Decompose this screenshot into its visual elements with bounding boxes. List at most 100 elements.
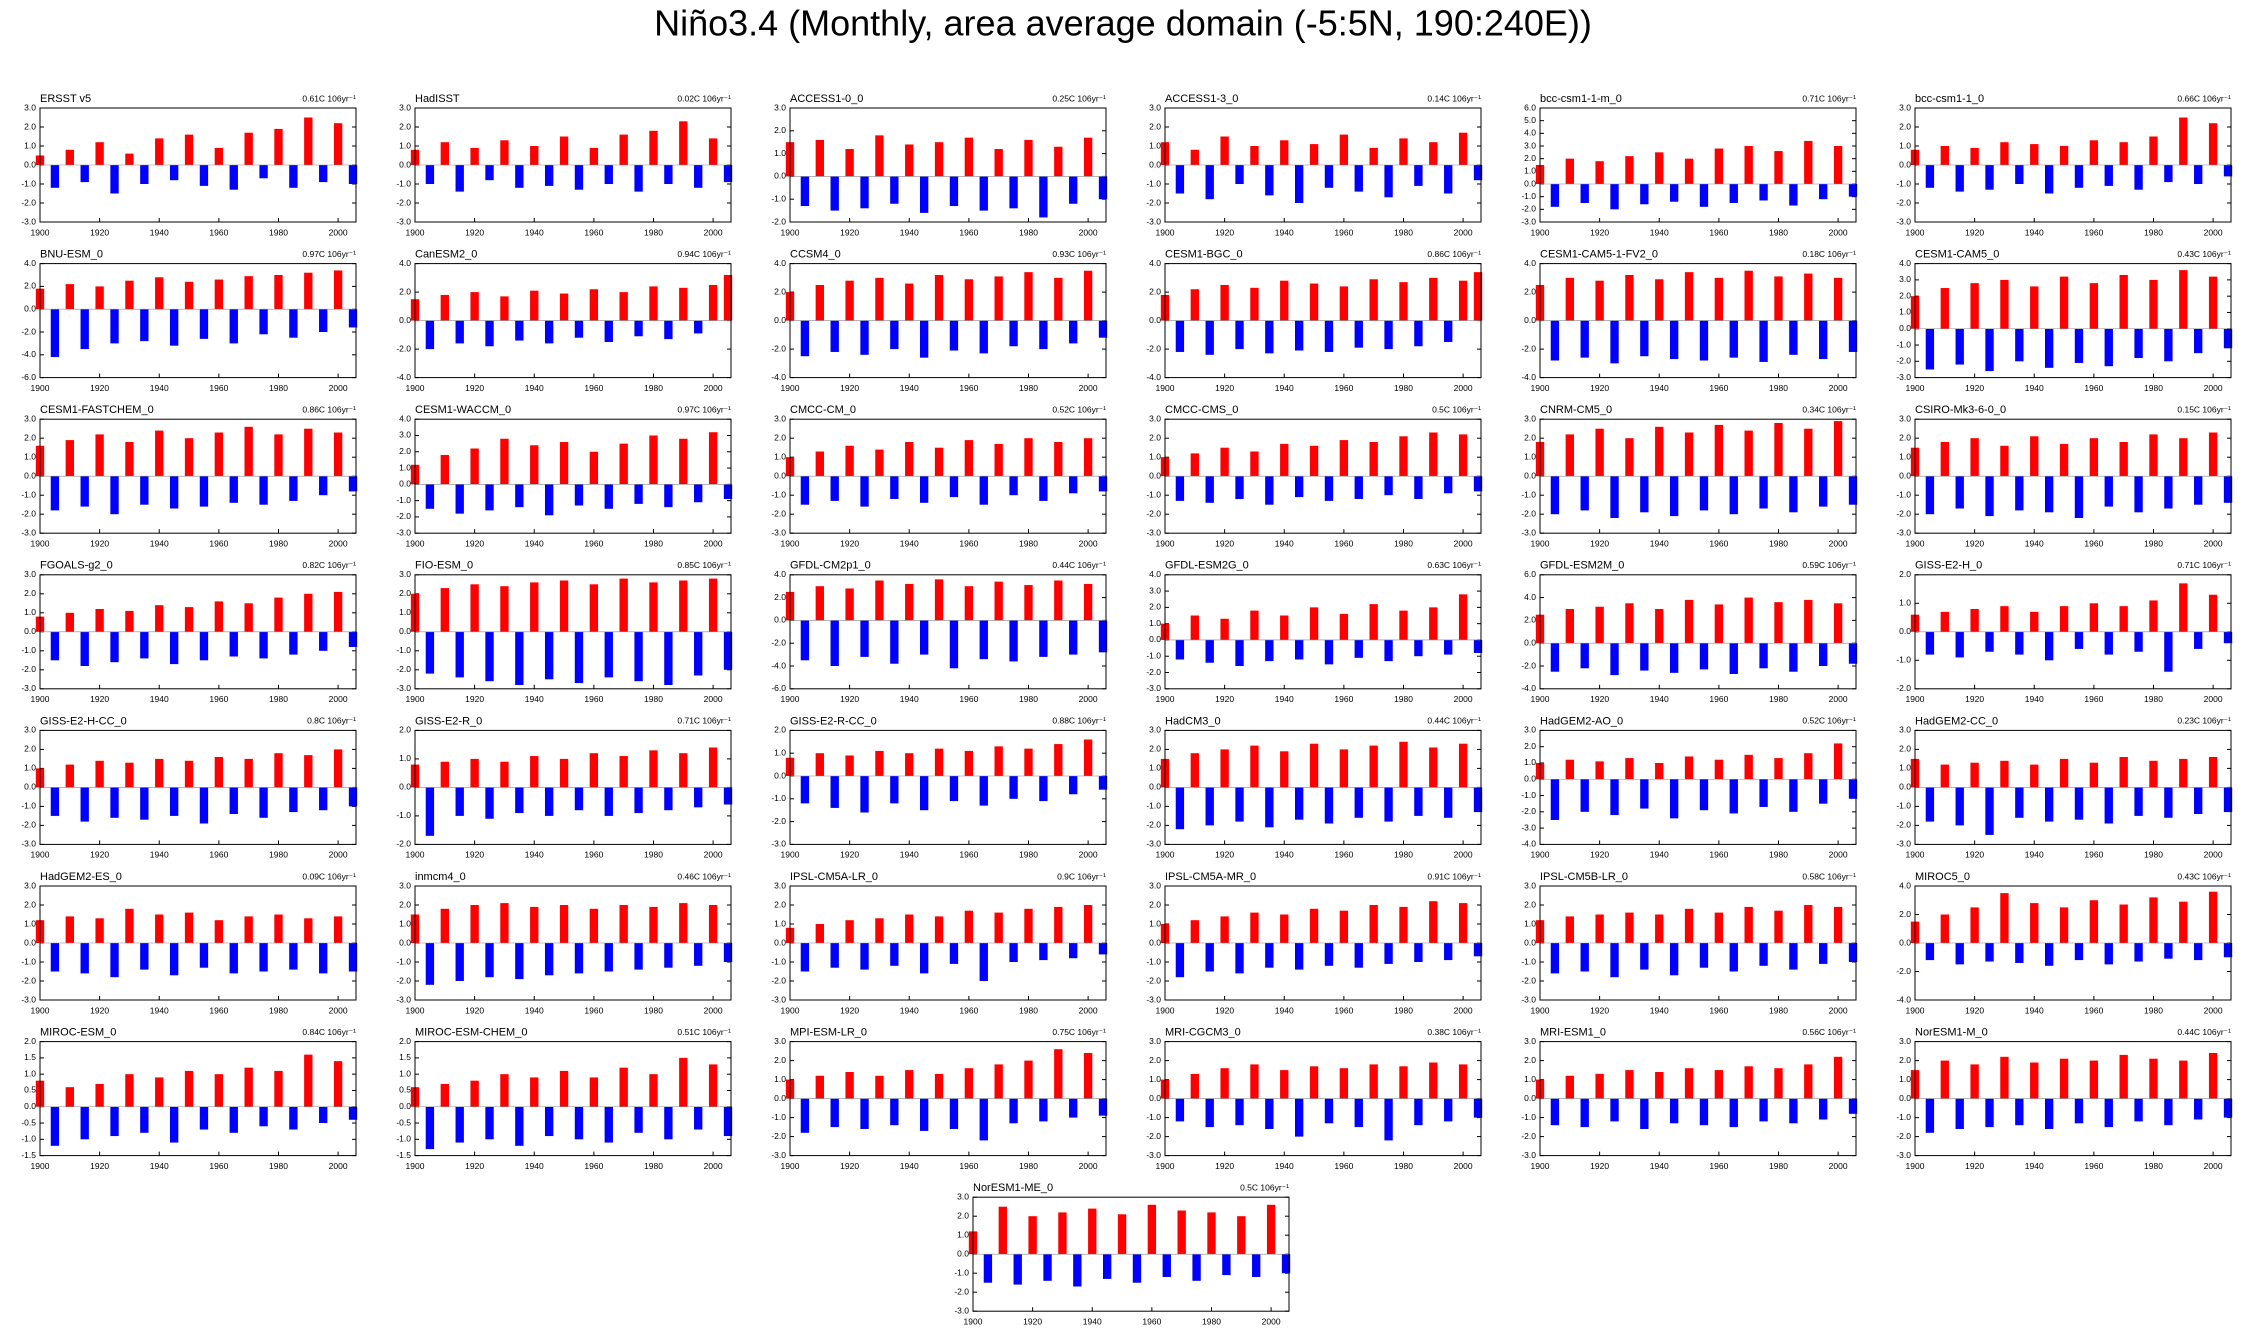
bar (1369, 147, 1378, 165)
bar (304, 272, 313, 310)
bar (1369, 279, 1378, 321)
x-tick-label: 1960 (959, 383, 978, 393)
y-tick-label: 2.0 (24, 281, 36, 291)
plot-frame (414, 729, 732, 845)
bar (244, 132, 253, 165)
x-tick-label: 1920 (1965, 383, 1984, 393)
bar (694, 631, 703, 676)
bar (800, 320, 810, 357)
bar (140, 165, 149, 184)
bar (1294, 165, 1304, 203)
y-tick-label: -3.0 (771, 994, 786, 1004)
bar (1819, 1098, 1828, 1120)
bar (2015, 943, 2024, 963)
bar (1714, 604, 1724, 644)
x-tick-label: 1900 (31, 850, 50, 860)
bar (1235, 476, 1244, 499)
bar (1190, 615, 1199, 640)
bar (1220, 916, 1229, 943)
bar (1744, 597, 1753, 644)
x-tick-label: 1920 (465, 850, 484, 860)
bar (1444, 943, 1453, 961)
bar (1940, 442, 1949, 477)
bar (708, 747, 718, 788)
y-tick-label: 2.0 (399, 1036, 411, 1046)
y-tick-label: -1.0 (1896, 489, 1911, 499)
y-tick-label: 2.0 (1149, 899, 1161, 909)
bar (470, 1080, 479, 1107)
x-tick-label: 1920 (1215, 227, 1234, 237)
bar (1804, 905, 1813, 943)
bar (110, 476, 119, 515)
bar (1069, 620, 1078, 655)
y-tick-label: -1.0 (1146, 801, 1161, 811)
bar (155, 430, 164, 477)
bar (905, 914, 914, 943)
bar (723, 165, 733, 183)
bar (1190, 149, 1199, 165)
bar (964, 910, 974, 943)
bar (1759, 643, 1768, 669)
bar (1098, 476, 1108, 492)
bar (664, 320, 673, 340)
x-tick-label: 1920 (90, 850, 109, 860)
bar (1235, 787, 1244, 822)
trend-label: 0.61C 106yr⁻¹ (302, 93, 356, 103)
x-tick-label: 1980 (1769, 538, 1788, 548)
y-tick-label: 0.0 (1899, 159, 1911, 169)
bar (544, 484, 554, 516)
bar (860, 620, 869, 657)
y-tick-label: -1.0 (396, 495, 411, 505)
bar (1444, 476, 1453, 494)
bar (604, 631, 613, 678)
bar (1774, 1068, 1783, 1099)
bar (1354, 320, 1363, 348)
bar (1610, 943, 1619, 978)
y-tick-label: 2.0 (1899, 1055, 1911, 1065)
bar (1175, 1098, 1185, 1122)
x-tick-label: 1960 (2084, 538, 2103, 548)
plot-frame (414, 574, 732, 690)
y-tick-label: -6.0 (21, 372, 36, 382)
plot-frame (39, 885, 357, 1001)
bar (1039, 620, 1048, 657)
y-tick-label: -2.0 (1521, 1131, 1536, 1141)
y-tick-label: 1.0 (1149, 1074, 1161, 1084)
bar (1054, 744, 1063, 776)
trend-label: 0.51C 106yr⁻¹ (677, 1027, 731, 1037)
y-tick-label: 0.0 (24, 937, 36, 947)
trend-label: 0.97C 106yr⁻¹ (302, 249, 356, 259)
bar (1714, 148, 1724, 184)
bar (1714, 277, 1724, 321)
bar (1444, 1098, 1453, 1122)
bar (1925, 1098, 1935, 1133)
bar (1955, 328, 1964, 365)
bar (1013, 1254, 1022, 1285)
bar (1595, 606, 1604, 644)
y-tick-label: 1.0 (399, 1068, 411, 1078)
x-tick-label: 1900 (406, 850, 425, 860)
bar (1294, 787, 1304, 820)
x-tick-label: 1980 (1019, 850, 1038, 860)
bar (875, 449, 884, 477)
bar (319, 1106, 328, 1124)
bar (1833, 1056, 1843, 1099)
x-tick-label: 1900 (1906, 694, 1925, 704)
bar (1280, 280, 1289, 321)
bar (1190, 289, 1199, 321)
y-tick-label: -1.0 (1521, 489, 1536, 499)
panel: CMCC-CM_0 0.52C 106yr⁻¹-3.0-2.0-1.00.01.0… (771, 404, 1108, 548)
bar (619, 1067, 628, 1107)
bar (485, 943, 494, 978)
y-tick-label: -1.0 (396, 645, 411, 655)
y-tick-label: 2.0 (1149, 121, 1161, 131)
bar (619, 443, 628, 485)
x-tick-label: 1980 (1769, 227, 1788, 237)
bar (1819, 184, 1828, 200)
bar (333, 916, 343, 943)
bar (125, 1074, 134, 1107)
bar (1458, 1064, 1468, 1099)
y-tick-label: 0.0 (1149, 937, 1161, 947)
bar (1550, 476, 1560, 515)
y-tick-label: 0.0 (1524, 637, 1536, 647)
